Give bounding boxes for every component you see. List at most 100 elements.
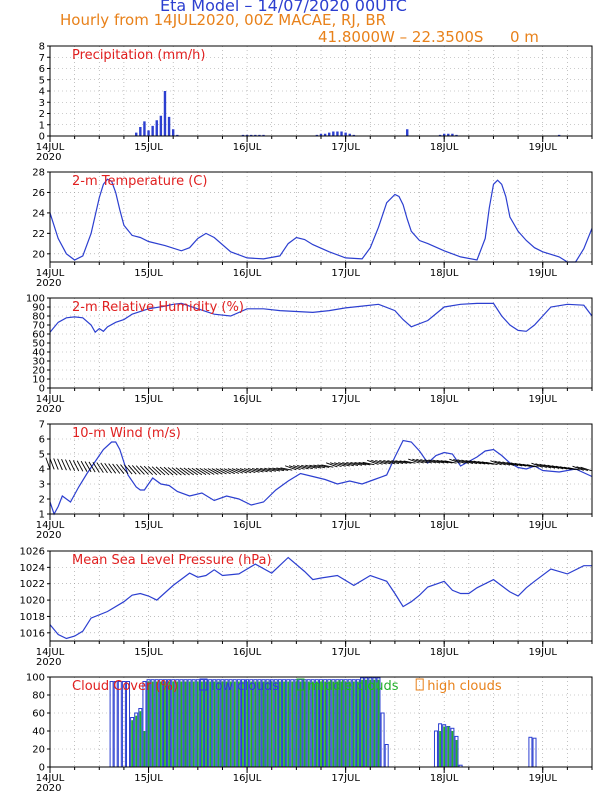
cloud-bar-middle (246, 681, 248, 767)
panel-title: Precipitation (mm/h) (72, 48, 205, 63)
y-tick-label: 26 (32, 188, 45, 199)
x-tick-label: 19JUL (528, 520, 557, 531)
x-tick-label: 14JUL (36, 520, 65, 531)
y-tick-label: 10 (32, 375, 45, 386)
cloud-bar-middle (348, 681, 351, 767)
wind-barb (155, 466, 166, 476)
wind-barb (317, 464, 330, 468)
x-tick-label: 14JUL (36, 268, 65, 279)
x-tick-label: 14JUL (36, 142, 65, 153)
y-tick-label: 70 (32, 321, 45, 332)
wind-barb (399, 460, 412, 464)
y-tick-label: 6 (39, 64, 45, 75)
cloud-bar-middle (172, 681, 175, 767)
wind-barb (469, 460, 482, 465)
wind-barb (219, 468, 231, 475)
x-tick-label: 19JUL (528, 268, 557, 279)
wind-barb (342, 462, 354, 467)
panel-title: 2-m Temperature (C) (72, 174, 207, 189)
cloud-bar-middle (311, 681, 314, 767)
y-tick-label: 4 (39, 465, 45, 476)
wind-barb (124, 464, 133, 475)
cloud-bar-middle (164, 681, 166, 767)
cloud-bar-low (113, 681, 118, 768)
panel-frame (49, 297, 593, 389)
y-tick-label: 3 (39, 98, 45, 109)
cloud-bar-middle (143, 731, 146, 767)
y-tick-label: 1018 (20, 612, 45, 623)
panel-3 (47, 297, 593, 394)
wind-barb (288, 465, 301, 470)
wind-barb (338, 462, 350, 467)
wind-barb (256, 467, 268, 473)
wind-barb (171, 467, 182, 476)
cloud-bar-middle (242, 681, 244, 767)
precip-bar (336, 131, 339, 136)
wind-barb (457, 459, 469, 464)
wind-barb (284, 465, 297, 471)
wind-barb (231, 468, 244, 474)
wind-barb (526, 464, 539, 468)
wind-barb (354, 461, 367, 466)
wind-barb (280, 467, 293, 471)
wind-barb (49, 457, 55, 470)
wind-barb (276, 467, 289, 471)
x-tick-label: 18JUL (430, 268, 459, 279)
wind-barb (247, 468, 260, 473)
cloud-bar-middle (213, 681, 216, 767)
cloud-bar-middle (295, 681, 298, 767)
wind-barb (53, 458, 59, 470)
wind-barb (235, 468, 248, 474)
x-tick-label: 17JUL (331, 268, 360, 279)
cloud-bar-middle (328, 681, 331, 767)
wind-barb (96, 462, 104, 473)
series-line (49, 439, 593, 516)
y-tick-label: 20 (32, 745, 45, 756)
wind-barb (473, 460, 486, 465)
wind-barb (485, 461, 498, 466)
y-tick-label: 1 (39, 120, 45, 131)
cloud-bar-middle (303, 681, 306, 767)
wind-barb (531, 462, 543, 468)
wind-barb (436, 459, 449, 464)
wind-barb (191, 467, 203, 476)
precip-bar (139, 127, 142, 136)
precip-bar (455, 134, 458, 136)
x-tick-label: 16JUL (233, 268, 262, 279)
y-tick-label: 100 (26, 673, 45, 684)
y-tick-label: 7 (39, 53, 45, 64)
panel-5 (47, 550, 593, 647)
precip-bar (328, 132, 331, 136)
y-tick-label: 7 (39, 420, 45, 431)
precip-bar (332, 131, 335, 136)
x-tick-label: 19JUL (528, 142, 557, 153)
wind-barb (387, 460, 400, 465)
cloud-bar-low (433, 730, 438, 768)
precip-bar (406, 129, 409, 136)
cloud-bar-middle (332, 681, 335, 767)
precip-bar (438, 134, 442, 136)
wind-barb (264, 467, 276, 472)
wind-barb (490, 460, 502, 466)
cloud-bar-middle (209, 681, 212, 767)
wind-barb (131, 465, 141, 475)
cloud-bar-middle (352, 681, 355, 767)
y-tick-label: 2 (39, 495, 45, 506)
panel-6 (47, 676, 593, 773)
wind-barb (432, 459, 445, 464)
panel-title: Cloud Cover (%) (72, 679, 178, 694)
wind-barb (203, 468, 215, 475)
x-tick-label: 16JUL (233, 647, 262, 658)
cloud-bar-middle (336, 681, 339, 767)
wind-barb (453, 459, 465, 464)
panel-frame (49, 550, 593, 642)
y-tick-label: 30 (32, 357, 45, 368)
x-tick-label: 18JUL (430, 520, 459, 531)
panel-frame (49, 676, 593, 768)
x-tick-label: 14JUL (36, 647, 65, 658)
cloud-bar-middle (229, 681, 232, 767)
wind-barb (195, 467, 207, 476)
wind-barb (211, 468, 223, 475)
wind-barb (383, 460, 396, 465)
precip-bar (249, 134, 253, 136)
